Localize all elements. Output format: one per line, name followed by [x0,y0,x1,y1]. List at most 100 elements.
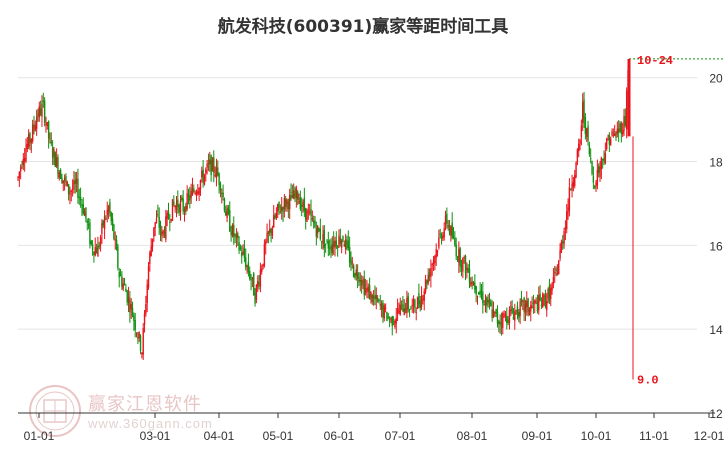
candle-body [367,287,369,292]
candle-body [205,169,207,174]
candle-body [378,299,380,301]
candle-body [110,212,112,222]
x-tick-label: 08-01 [457,429,488,443]
candle-body [625,90,628,130]
candle-body [380,303,383,310]
candle-body [354,273,356,278]
candle-body [450,226,452,236]
candle-body [488,299,491,304]
candle-body [510,309,512,311]
candle-body [342,236,344,241]
candle-body [198,188,200,195]
candle-body [303,197,306,211]
candle-body [594,186,596,188]
candle-body [560,241,563,253]
candle-body [58,172,60,178]
candle-body [207,163,210,165]
candle-body [320,240,323,242]
candle-body [555,268,557,272]
candle-body [202,169,204,183]
candle-body [496,311,499,324]
candle-body [490,301,492,307]
candle-body [519,301,521,317]
candle-body [211,159,214,172]
candle-body [587,125,589,141]
candle-body [527,298,529,313]
candle-body [174,205,176,208]
x-tick-label: 03-01 [140,429,171,443]
candle-body [444,216,447,225]
candle-body [291,194,294,199]
candle-body [191,188,194,195]
candle-body [487,299,489,303]
candle-body [210,155,212,176]
candle-body [603,157,605,161]
candle-body [121,276,123,287]
candle-body [227,207,230,214]
candle-body [295,188,298,199]
x-tick-label: 09-01 [522,429,553,443]
candle-body [300,204,303,207]
candle-body [570,189,572,191]
candle-body [324,243,327,245]
candle-body [563,231,565,245]
candle-body [61,177,63,183]
candle-body [167,211,170,219]
candle-body [447,225,449,227]
seal-icon [29,385,81,437]
candle-body [430,268,432,278]
candle-body [512,316,515,320]
candle-body [571,183,573,191]
candle-body [550,287,552,299]
candle-body [524,304,527,313]
candle-body [518,311,520,318]
candle-body [410,308,412,310]
candle-body [230,232,232,236]
candle-body [261,268,263,273]
candle-body [356,272,359,279]
candle-body [375,295,377,300]
candle-body [308,211,311,213]
candle-body [311,218,314,220]
candle-body [123,283,126,285]
candle-body [231,224,234,236]
candle-body [516,305,519,316]
candle-body [370,291,372,297]
candle-body [139,335,142,351]
candle-body [73,180,75,190]
candle-body [396,308,399,314]
candle-body [235,234,238,238]
candle-body [384,307,387,309]
y-tick-label: 12 [709,407,723,421]
candle-body [616,128,619,134]
candle-body [296,191,299,200]
candle-body [82,204,84,214]
candle-body [29,133,31,143]
candle-body [45,123,47,125]
candle-body [346,241,348,243]
candle-body [281,206,283,211]
candle-body [540,304,543,306]
candle-body [54,152,56,167]
candle-body [314,219,316,228]
y-tick-label: 18 [709,156,723,170]
candle-body [359,279,361,282]
candle-body [35,116,38,130]
candle-body [620,123,623,135]
candle-body [289,194,291,210]
candle-body [617,128,620,133]
x-tick-label: 11-01 [639,429,669,443]
candle-body [623,116,625,131]
candle-body [185,205,187,212]
candle-body [482,291,484,304]
candle-body [39,108,42,115]
candle-body [619,123,621,131]
candle-body [600,157,603,170]
candle-body [350,258,352,265]
candle-body [225,211,227,216]
candle-body [472,283,475,286]
candle-body [130,304,132,310]
candle-body [579,139,581,145]
candle-body [332,241,335,247]
